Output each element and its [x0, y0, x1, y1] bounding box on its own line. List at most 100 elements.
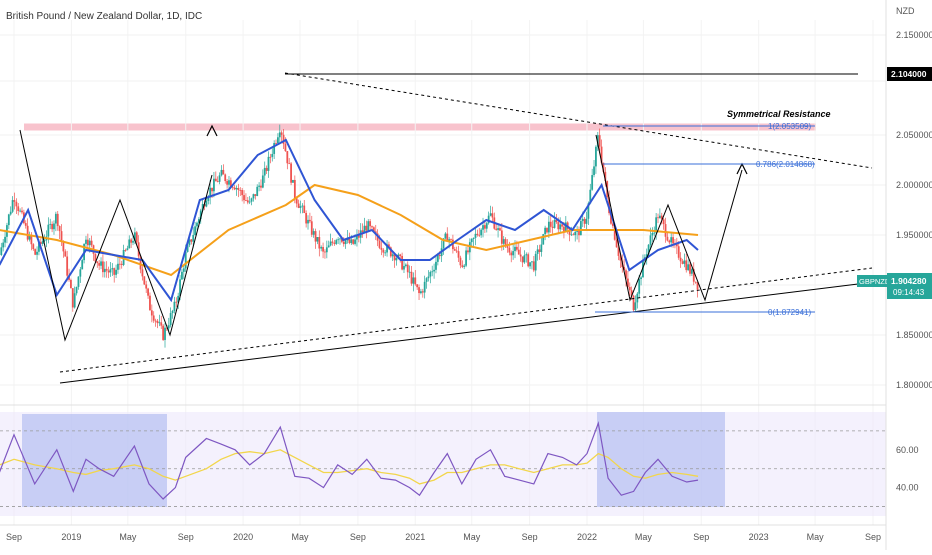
candle-body — [24, 223, 27, 226]
candle-body — [222, 169, 225, 175]
rsi-ma-line — [0, 449, 699, 485]
candle-body — [299, 206, 302, 208]
candle-body — [173, 301, 176, 311]
candle-body — [201, 203, 204, 211]
time-tick-label: May — [119, 532, 137, 542]
candle-body — [19, 210, 22, 212]
candle-body — [261, 175, 264, 188]
candle-body — [77, 276, 80, 287]
candle-body — [350, 239, 353, 244]
candle-body — [186, 245, 189, 252]
candle-body — [280, 132, 283, 135]
candle-body — [90, 240, 93, 246]
candle-body — [380, 247, 383, 250]
candle-body — [254, 194, 257, 196]
candle-body — [472, 237, 475, 240]
candle-body — [689, 264, 691, 274]
candle-body — [453, 249, 456, 251]
candle-body — [429, 271, 432, 277]
candle-body — [395, 258, 398, 261]
candle-body — [196, 222, 198, 227]
candle-body — [237, 187, 240, 190]
candle-body — [58, 226, 61, 232]
candle-body — [679, 257, 682, 262]
time-tick-label: 2020 — [233, 532, 253, 542]
time-tick-label: May — [292, 532, 310, 542]
time-tick-label: Sep — [350, 532, 366, 542]
candle-body — [171, 310, 174, 314]
candle-body — [228, 180, 230, 185]
candle-body — [243, 195, 245, 201]
candle-body — [17, 206, 20, 212]
candle-body — [433, 269, 435, 272]
candle-body — [386, 244, 388, 253]
rsi-highlight-box-right — [597, 412, 725, 507]
candle-body — [15, 201, 18, 207]
symmetrical-resistance-band — [24, 123, 816, 131]
candle-body — [214, 178, 217, 182]
candle-body — [662, 219, 665, 225]
price-tick-label: 2.150000 — [896, 30, 932, 40]
candle-body — [209, 187, 212, 198]
candle-body — [681, 261, 684, 264]
candle-body — [649, 235, 652, 245]
time-tick-label: 2021 — [405, 532, 425, 542]
candle-body — [506, 246, 509, 248]
candle-body — [553, 219, 556, 228]
candle-body — [293, 179, 296, 199]
candle-body — [188, 239, 191, 246]
candle-body — [158, 322, 161, 324]
candle-body — [615, 239, 618, 248]
candle-body — [342, 241, 345, 245]
price-axis-unit: NZD — [896, 6, 915, 16]
candle-body — [431, 271, 434, 273]
candle-body — [499, 228, 501, 231]
candle-body — [86, 239, 89, 246]
candle-body — [476, 233, 479, 235]
candle-body — [372, 227, 375, 232]
candle-body — [388, 244, 390, 248]
candle-body — [145, 284, 148, 289]
candle-body — [56, 213, 59, 227]
candle-body — [595, 146, 597, 167]
candle-body — [337, 239, 340, 241]
candle-body — [325, 247, 328, 253]
candle-body — [190, 239, 193, 242]
candle-body — [192, 235, 195, 242]
candle-body — [591, 175, 594, 190]
candle-body — [651, 233, 654, 236]
candle-body — [308, 219, 311, 222]
time-tick-label: May — [635, 532, 653, 542]
candle-body — [519, 254, 522, 257]
time-tick-label: Sep — [178, 532, 194, 542]
moving-average-lines — [0, 138, 699, 303]
candle-body — [205, 200, 208, 207]
time-tick-label: 2019 — [61, 532, 81, 542]
candle-body — [229, 180, 232, 187]
candle-body — [224, 174, 227, 182]
candle-body — [497, 228, 499, 230]
candle-body — [500, 230, 503, 244]
candle-body — [278, 132, 281, 138]
candle-body — [504, 239, 507, 247]
candle-body — [502, 239, 505, 244]
candle-body — [88, 240, 91, 246]
candle-body — [211, 187, 213, 192]
candle-body — [483, 225, 486, 229]
candle-body — [585, 218, 588, 224]
candle-body — [677, 246, 680, 258]
candle-body — [604, 171, 607, 182]
candle-body — [578, 230, 580, 236]
candle-body — [233, 187, 236, 190]
ma50-line — [0, 138, 699, 303]
candle-body — [150, 310, 153, 316]
candle-body — [352, 239, 355, 244]
symbol-tag-label: GBPNZD — [859, 277, 891, 286]
candle-body — [692, 269, 695, 282]
candle-body — [529, 262, 531, 267]
candle-body — [404, 264, 407, 267]
candle-body — [448, 239, 451, 241]
